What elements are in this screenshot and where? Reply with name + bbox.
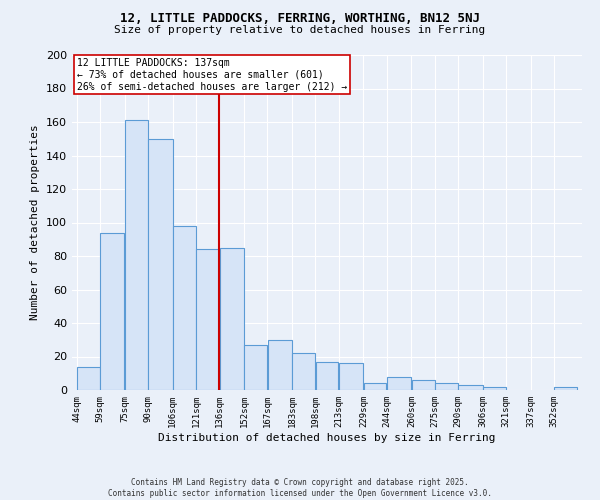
Bar	[483, 386, 506, 390]
Bar	[148, 138, 173, 390]
Bar	[339, 363, 363, 390]
Y-axis label: Number of detached properties: Number of detached properties	[31, 124, 40, 320]
Bar	[220, 248, 244, 390]
Text: Size of property relative to detached houses in Ferring: Size of property relative to detached ho…	[115, 25, 485, 35]
Bar	[435, 384, 458, 390]
Bar	[412, 380, 434, 390]
Bar	[316, 362, 338, 390]
Bar	[268, 340, 292, 390]
Bar	[364, 384, 386, 390]
Bar	[244, 345, 267, 390]
X-axis label: Distribution of detached houses by size in Ferring: Distribution of detached houses by size …	[158, 432, 496, 442]
Bar	[173, 226, 196, 390]
Bar	[458, 385, 482, 390]
Bar	[292, 353, 315, 390]
Bar	[77, 366, 100, 390]
Bar	[554, 386, 577, 390]
Text: 12, LITTLE PADDOCKS, FERRING, WORTHING, BN12 5NJ: 12, LITTLE PADDOCKS, FERRING, WORTHING, …	[120, 12, 480, 26]
Text: 12 LITTLE PADDOCKS: 137sqm
← 73% of detached houses are smaller (601)
26% of sem: 12 LITTLE PADDOCKS: 137sqm ← 73% of deta…	[77, 58, 347, 92]
Bar	[100, 232, 124, 390]
Bar	[387, 376, 411, 390]
Bar	[196, 250, 219, 390]
Bar	[125, 120, 148, 390]
Text: Contains HM Land Registry data © Crown copyright and database right 2025.
Contai: Contains HM Land Registry data © Crown c…	[108, 478, 492, 498]
